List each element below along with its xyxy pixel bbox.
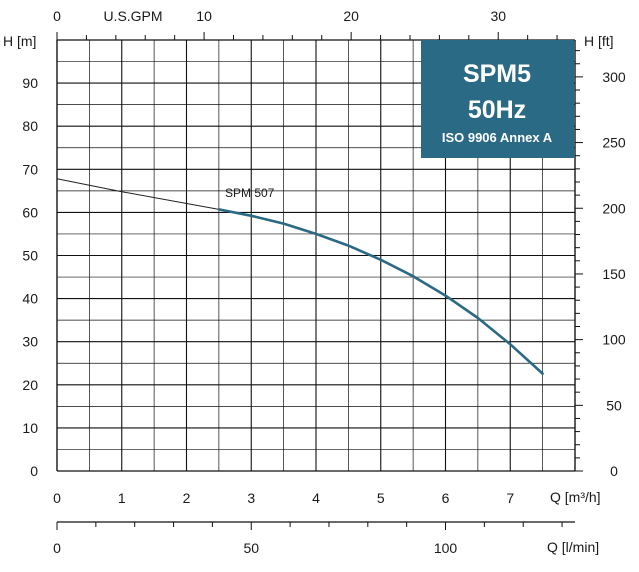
y-left-tick-label: 60 <box>22 204 38 220</box>
y-left-tick-label: 0 <box>30 463 38 479</box>
title-box-background <box>421 40 574 158</box>
series-line-spm-507 <box>217 208 544 375</box>
series-label-spm-507: SPM 507 <box>225 186 275 200</box>
x-bottom2-axis-title: Q [l/min] <box>547 539 599 555</box>
y-right-tick-label: 250 <box>602 135 626 151</box>
y-right-tick-label: 0 <box>610 463 618 479</box>
y-left-tick-label: 50 <box>22 248 38 264</box>
x-tick-label: 0 <box>53 490 61 506</box>
y-right-tick-label: 100 <box>602 332 626 348</box>
y-right-tick-label: 200 <box>602 200 626 216</box>
x-tick-label: 5 <box>377 490 385 506</box>
x-tick-label: 4 <box>312 490 320 506</box>
x-bottom2-tick-label: 100 <box>434 540 458 556</box>
title-box-frequency: 50Hz <box>468 96 526 124</box>
x-tick-label: 6 <box>442 490 450 506</box>
x-bottom2-tick-label: 50 <box>243 540 259 556</box>
title-box-model: SPM5 <box>463 60 531 88</box>
title-box: SPM5 50Hz ISO 9906 Annex A <box>421 40 574 158</box>
x-tick-label: 1 <box>118 490 126 506</box>
title-box-standard: ISO 9906 Annex A <box>442 130 553 145</box>
x-top-tick-label: 0 <box>53 8 61 24</box>
y-right-tick-label: 150 <box>602 266 626 282</box>
x-axis-title: Q [m³/h] <box>550 489 601 505</box>
y-left-tick-label: 70 <box>22 161 38 177</box>
x-top-tick-label: 10 <box>196 8 212 24</box>
y-right-tick-label: 50 <box>606 397 622 413</box>
y-left-tick-label: 80 <box>22 118 38 134</box>
x-tick-label: 2 <box>183 490 191 506</box>
x-top-axis-title: U.S.GPM <box>103 8 162 24</box>
series-extrapolated-line <box>56 178 219 210</box>
y-right-tick-label: 300 <box>602 69 626 85</box>
y-left-axis-title: H [m] <box>3 33 36 49</box>
x-tick-label: 7 <box>506 490 514 506</box>
y-left-tick-label: 30 <box>22 334 38 350</box>
x-top-tick-label: 20 <box>343 8 359 24</box>
y-left-tick-label: 90 <box>22 75 38 91</box>
y-left-tick-label: 40 <box>22 291 38 307</box>
x-bottom2-tick-label: 0 <box>53 540 61 556</box>
y-right-axis-title: H [ft] <box>584 33 614 49</box>
y-left-tick-label: 10 <box>22 420 38 436</box>
x-tick-label: 3 <box>247 490 255 506</box>
series <box>56 178 544 375</box>
x-top-tick-label: 30 <box>490 8 506 24</box>
y-left-tick-label: 20 <box>22 377 38 393</box>
